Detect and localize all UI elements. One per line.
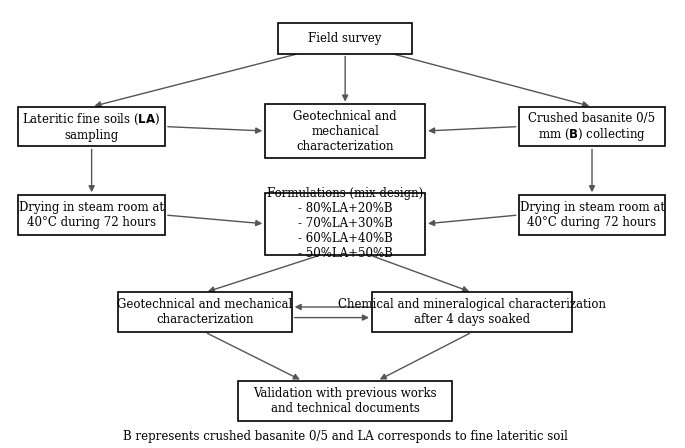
FancyBboxPatch shape (265, 193, 425, 255)
FancyBboxPatch shape (18, 195, 165, 235)
Text: sampling: sampling (64, 129, 119, 142)
Text: mm ($\mathbf{B}$) collecting: mm ($\mathbf{B}$) collecting (538, 126, 646, 143)
Text: Crushed basanite 0/5: Crushed basanite 0/5 (528, 112, 656, 125)
Text: Field survey: Field survey (308, 32, 382, 45)
FancyBboxPatch shape (265, 104, 425, 158)
FancyBboxPatch shape (519, 195, 665, 235)
Text: Validation with previous works
and technical documents: Validation with previous works and techn… (253, 387, 437, 415)
Text: Geotechnical and
mechanical
characterization: Geotechnical and mechanical characteriza… (293, 109, 397, 152)
Text: Formulations (mix design)
- 80%LA+20%B
- 70%LA+30%B
- 60%LA+40%B
- 50%LA+50%B: Formulations (mix design) - 80%LA+20%B -… (267, 187, 423, 260)
FancyBboxPatch shape (18, 107, 165, 146)
Text: B represents crushed basanite 0/5 and LA corresponds to fine lateritic soil: B represents crushed basanite 0/5 and LA… (123, 431, 568, 444)
FancyBboxPatch shape (238, 381, 452, 421)
Text: Geotechnical and mechanical
characterization: Geotechnical and mechanical characteriza… (117, 298, 292, 326)
FancyBboxPatch shape (278, 23, 412, 54)
Text: Chemical and mineralogical characterization
after 4 days soaked: Chemical and mineralogical characterizat… (338, 298, 606, 326)
FancyBboxPatch shape (119, 293, 292, 332)
Text: Lateritic fine soils ($\mathbf{LA}$): Lateritic fine soils ($\mathbf{LA}$) (23, 112, 161, 128)
Text: Drying in steam room at
40°C during 72 hours: Drying in steam room at 40°C during 72 h… (519, 201, 664, 229)
Text: Drying in steam room at
40°C during 72 hours: Drying in steam room at 40°C during 72 h… (19, 201, 164, 229)
FancyBboxPatch shape (519, 107, 665, 146)
FancyBboxPatch shape (372, 293, 572, 332)
